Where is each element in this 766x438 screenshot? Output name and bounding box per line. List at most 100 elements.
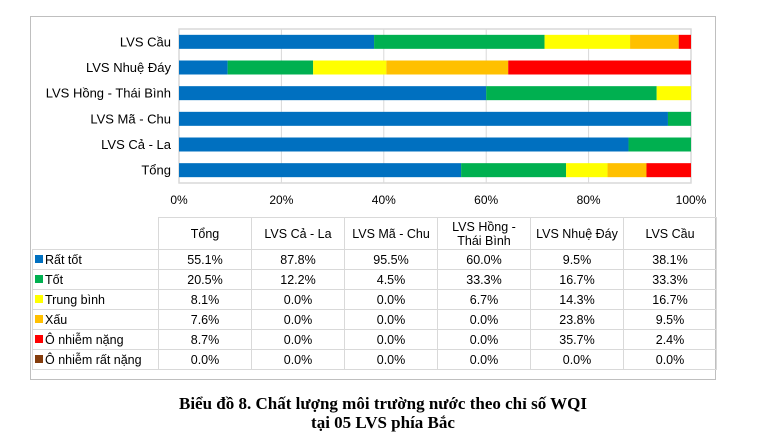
legend-entry: Tốt [32, 269, 159, 290]
table-cell: 8.1% [158, 289, 252, 310]
legend-label: Ô nhiễm nặng [45, 332, 124, 347]
data-table: Tổng LVS Cả - La LVS Mã - Chu LVS Hồng -… [32, 217, 717, 370]
table-header-cau: LVS Cầu [623, 217, 717, 250]
table-header-hong-thai-binh: LVS Hồng - Thái Bình [437, 217, 531, 250]
bar-segment [179, 86, 487, 101]
table-corner [32, 217, 159, 250]
table-cell: 0.0% [344, 289, 438, 310]
bar-chart: 0% 20% 40% 60% 80% 100% LVS Cầu LVS Nhuệ Đáy LVS… [46, 28, 707, 207]
legend-swatch-icon [35, 334, 43, 343]
legend-label: Xấu [45, 312, 68, 327]
bar-segment [486, 86, 657, 101]
table-cell: 0.0% [251, 309, 345, 330]
table-cell: 20.5% [158, 269, 252, 290]
table-cell: 14.3% [530, 289, 624, 310]
bar-segment [313, 60, 387, 75]
bar-segment [628, 137, 691, 152]
header-line-2: Thái Bình [457, 233, 511, 248]
bar-segment [179, 111, 668, 126]
bar-segment [508, 60, 691, 75]
table-row: Rất tốt 55.1% 87.8% 95.5% 60.0% 9.5% 38.1% [32, 249, 717, 270]
table-header-ca-la: LVS Cả - La [251, 217, 345, 250]
table-cell: 12.2% [251, 269, 345, 290]
bar-segment [678, 34, 691, 49]
table-cell: 9.5% [530, 249, 624, 270]
x-tick-label: 80% [577, 193, 601, 207]
legend-label: Rất tốt [45, 252, 82, 267]
table-cell: 0.0% [344, 349, 438, 370]
category-label: LVS Cả - La [101, 137, 172, 152]
table-cell: 16.7% [530, 269, 624, 290]
table-cell: 16.7% [623, 289, 717, 310]
table-cell: 0.0% [251, 329, 345, 350]
table-cell: 87.8% [251, 249, 345, 270]
table-cell: 0.0% [437, 329, 531, 350]
plot-area [178, 28, 692, 184]
table-cell: 0.0% [344, 309, 438, 330]
bar-segment [566, 163, 608, 178]
table-cell: 35.7% [530, 329, 624, 350]
bar-segment [179, 34, 375, 49]
table-cell: 0.0% [251, 349, 345, 370]
bar-segment [646, 163, 691, 178]
table-cell: 0.0% [530, 349, 624, 370]
table-cell: 0.0% [251, 289, 345, 310]
table-row: Ô nhiễm rất nặng 0.0% 0.0% 0.0% 0.0% 0.0% 0.0% [32, 349, 717, 370]
table-cell: 60.0% [437, 249, 531, 270]
bar-segment [630, 34, 679, 49]
bar-segment [227, 60, 314, 75]
table-cell: 8.7% [158, 329, 252, 350]
table-header-ma-chu: LVS Mã - Chu [344, 217, 438, 250]
table-cell: 6.7% [437, 289, 531, 310]
legend-swatch-icon [35, 254, 43, 263]
table-header-row: Tổng LVS Cả - La LVS Mã - Chu LVS Hồng -… [32, 217, 717, 250]
bar-segment [386, 60, 509, 75]
legend-swatch-icon [35, 274, 43, 283]
legend-swatch-icon [35, 314, 43, 323]
legend-label: Tốt [45, 272, 64, 287]
table-cell: 95.5% [344, 249, 438, 270]
legend-swatch-icon [35, 294, 43, 303]
x-tick-label: 60% [474, 193, 498, 207]
legend-entry: Ô nhiễm rất nặng [32, 349, 159, 370]
legend-swatch-icon [35, 354, 43, 363]
bar-segment [461, 163, 567, 178]
table-cell: 33.3% [437, 269, 531, 290]
caption-line-1: Biểu đồ 8. Chất lượng môi trường nước th… [178, 394, 587, 413]
bar-segment [179, 163, 462, 178]
legend-entry: Trung bình [32, 289, 159, 310]
table-cell: 38.1% [623, 249, 717, 270]
x-tick-label: 100% [676, 193, 707, 207]
category-label: Tổng [141, 163, 171, 178]
bar-segment [374, 34, 545, 49]
legend-entry: Rất tốt [32, 249, 159, 270]
header-line-1: LVS Hồng - [452, 219, 516, 234]
table-cell: 9.5% [623, 309, 717, 330]
chart-frame [30, 16, 716, 380]
chart-caption: Biểu đồ 8. Chất lượng môi trường nước th… [0, 394, 766, 432]
table-header-tong: Tổng [158, 217, 252, 250]
table-cell: 55.1% [158, 249, 252, 270]
table-cell: 0.0% [158, 349, 252, 370]
table-cell: 7.6% [158, 309, 252, 330]
table-cell: 0.0% [344, 329, 438, 350]
table-cell: 23.8% [530, 309, 624, 330]
category-label: LVS Hồng - Thái Bình [46, 86, 171, 101]
table-cell: 33.3% [623, 269, 717, 290]
legend-entry: Ô nhiễm nặng [32, 329, 159, 350]
table-row: Ô nhiễm nặng 8.7% 0.0% 0.0% 0.0% 35.7% 2.4% [32, 329, 717, 350]
bar-segment [656, 86, 691, 101]
legend-label: Ô nhiễm rất nặng [45, 352, 142, 367]
bar-segment [179, 60, 228, 75]
table-cell: 0.0% [437, 309, 531, 330]
bar-segment [544, 34, 631, 49]
bar-segment [667, 111, 691, 126]
table-row: Trung bình 8.1% 0.0% 0.0% 6.7% 14.3% 16.7% [32, 289, 717, 310]
bar-segment [179, 137, 629, 152]
category-label: LVS Cầu [120, 34, 171, 49]
table-cell: 4.5% [344, 269, 438, 290]
table-cell: 2.4% [623, 329, 717, 350]
legend-label: Trung bình [45, 292, 105, 307]
x-tick-label: 40% [372, 193, 396, 207]
table-row: Xấu 7.6% 0.0% 0.0% 0.0% 23.8% 9.5% [32, 309, 717, 330]
